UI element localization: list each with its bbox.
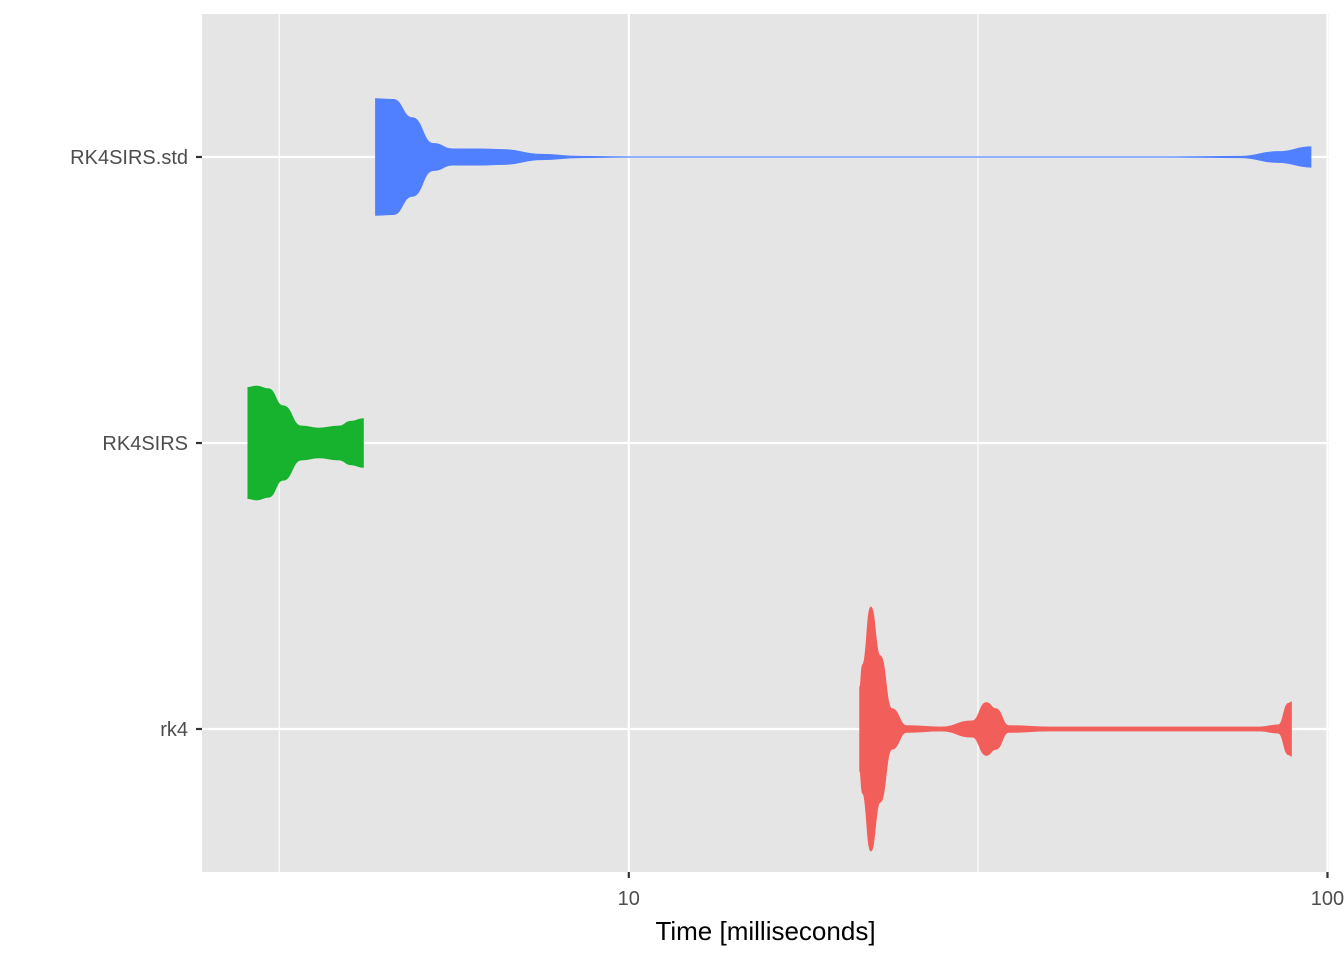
y-tick-label: RK4SIRS [102,433,188,455]
x-tick-label: 10 [618,888,640,910]
axes: 10 100 RK4SIRS.std RK4SIRS rk4 [70,147,1344,910]
y-tick-label: rk4 [160,719,188,741]
violins [247,98,1312,852]
violin-rk4sirs [247,385,364,501]
violin-rk4 [859,606,1292,852]
x-tick-label: 100 [1311,888,1344,910]
x-axis-title: Time [milliseconds] [655,916,875,946]
violin-rk4sirs-std [375,98,1312,216]
y-tick-label: RK4SIRS.std [70,147,188,169]
